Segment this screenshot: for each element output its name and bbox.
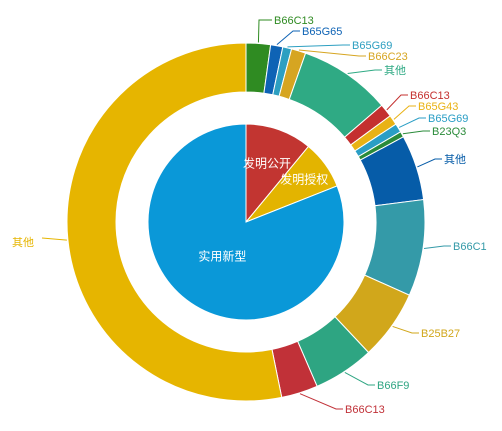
outer-label-line-6 <box>386 94 408 111</box>
outer-slice-label-2: B65G65 <box>302 26 342 38</box>
inner-slice-label-2: 发明授权 <box>280 172 328 187</box>
outer-slice-label-11: B66C1 <box>453 241 487 253</box>
outer-label-line-9 <box>402 130 430 135</box>
outer-slice-label-5: 其他 <box>384 64 406 77</box>
outer-label-line-2 <box>276 30 300 46</box>
inner-slice-label-3: 实用新型 <box>198 249 246 264</box>
outer-slice-label-13: B66F9 <box>377 380 409 392</box>
outer-label-line-11 <box>423 245 451 249</box>
inner-slice-label-1: 发明公开 <box>243 156 291 171</box>
outer-slice-label-15: 其他 <box>12 236 34 249</box>
outer-slice-label-12: B25B27 <box>421 328 460 340</box>
outer-labels: B66C13B65G65B65G69B66C23其他B66C13B65G43B6… <box>12 15 487 416</box>
outer-label-line-4 <box>298 49 366 57</box>
outer-slice-label-6: B66C13 <box>410 90 450 102</box>
outer-label-line-10 <box>417 158 442 168</box>
outer-slice-label-8: B65G69 <box>428 113 468 125</box>
outer-label-line-8 <box>398 117 426 128</box>
inner-slice-1[interactable] <box>245 123 310 224</box>
outer-ring <box>66 42 426 402</box>
outer-slice-label-9: B23Q3 <box>432 126 466 138</box>
inner-slice-3[interactable] <box>147 123 345 321</box>
outer-label-line-15 <box>41 237 67 241</box>
outer-slice-label-7: B65G43 <box>418 101 458 113</box>
outer-slice-label-10: 其他 <box>444 153 466 166</box>
inner-pie <box>147 123 345 321</box>
outer-label-line-14 <box>299 393 343 410</box>
outer-slice-label-4: B66C23 <box>368 51 408 63</box>
outer-label-line-13 <box>344 372 375 386</box>
outer-label-line-3 <box>287 44 350 48</box>
outer-label-line-5 <box>347 69 382 74</box>
outer-slice-label-3: B65G69 <box>352 40 392 52</box>
outer-label-line-7 <box>393 105 416 120</box>
outer-slice-label-1: B66C13 <box>274 15 314 27</box>
outer-label-line-12 <box>392 325 419 334</box>
outer-label-line-1 <box>257 19 272 43</box>
outer-slice-label-14: B66C13 <box>345 404 385 416</box>
outer-slice-15[interactable] <box>66 42 283 402</box>
